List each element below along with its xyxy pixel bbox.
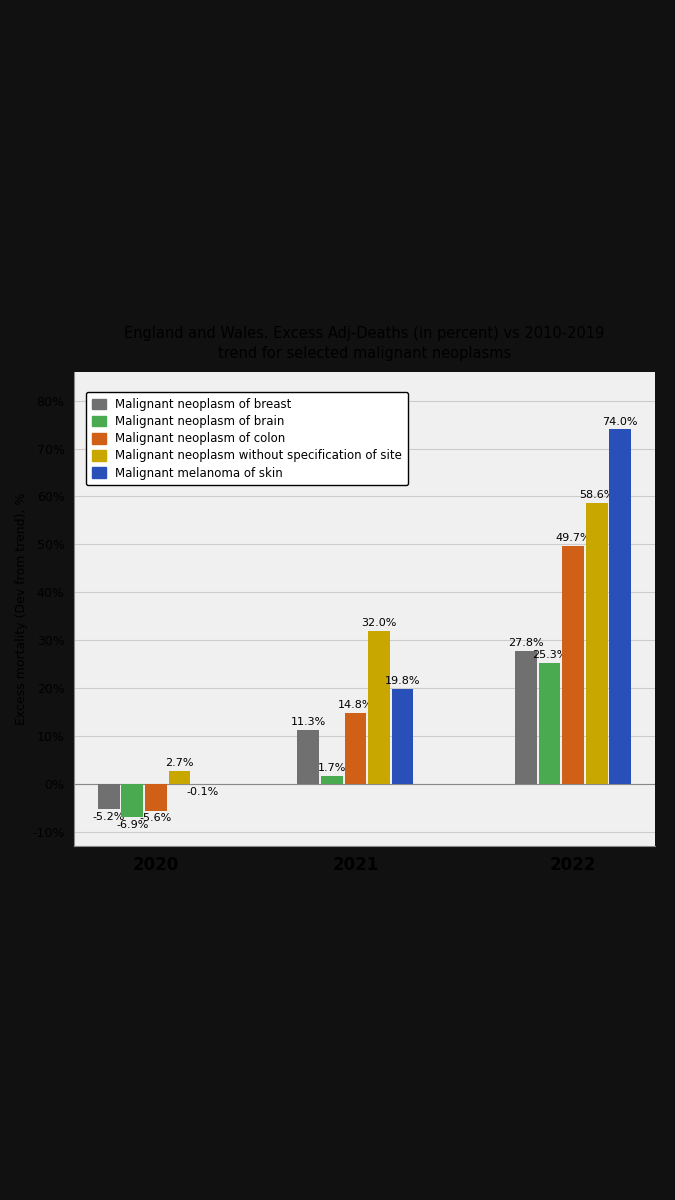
Text: 1.7%: 1.7%: [318, 763, 346, 773]
Bar: [98, 784, 119, 809]
Text: 74.0%: 74.0%: [603, 416, 638, 426]
Bar: [586, 503, 608, 784]
Text: 25.3%: 25.3%: [532, 649, 567, 660]
Legend: Malignant neoplasm of breast, Malignant neoplasm of brain, Malignant neoplasm of: Malignant neoplasm of breast, Malignant …: [86, 392, 408, 486]
Text: 19.8%: 19.8%: [385, 676, 421, 686]
Text: 32.0%: 32.0%: [361, 618, 397, 628]
Bar: [392, 689, 414, 784]
Text: 14.8%: 14.8%: [338, 700, 373, 710]
Title: England and Wales. Excess Adj-Deaths (in percent) vs 2010-2019
trend for selecte: England and Wales. Excess Adj-Deaths (in…: [124, 326, 605, 361]
Text: 11.3%: 11.3%: [291, 716, 326, 727]
Bar: [298, 730, 319, 784]
Bar: [321, 775, 343, 784]
Text: -5.6%: -5.6%: [140, 814, 172, 823]
Text: -0.1%: -0.1%: [187, 787, 219, 797]
Bar: [122, 784, 143, 817]
Y-axis label: Excess mortality (Dev from trend), %: Excess mortality (Dev from trend), %: [15, 493, 28, 725]
Text: 49.7%: 49.7%: [556, 533, 591, 542]
Bar: [562, 546, 584, 784]
Text: 58.6%: 58.6%: [579, 491, 614, 500]
Text: -6.9%: -6.9%: [116, 820, 148, 829]
Text: 2.7%: 2.7%: [165, 758, 194, 768]
Text: -5.2%: -5.2%: [92, 811, 125, 822]
Bar: [610, 430, 631, 784]
Bar: [539, 662, 560, 784]
Bar: [344, 713, 367, 784]
Bar: [515, 650, 537, 784]
Text: 27.8%: 27.8%: [508, 637, 544, 648]
Bar: [368, 630, 390, 784]
Bar: [169, 770, 190, 784]
Bar: [145, 784, 167, 810]
